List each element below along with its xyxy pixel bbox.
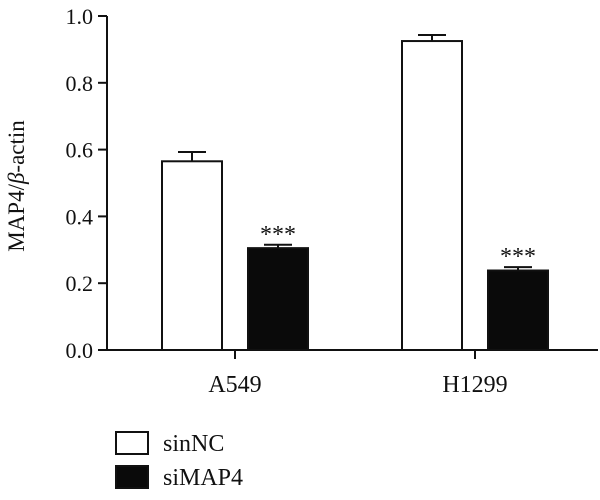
y-tick-label: 1.0 — [66, 4, 94, 29]
significance-label: *** — [500, 244, 536, 270]
y-axis-title-greek: β — [4, 172, 29, 185]
significance-label: *** — [260, 222, 296, 248]
legend-label: sinNC — [163, 431, 224, 457]
legend-swatch — [115, 465, 149, 489]
y-axis-title: MAP4/β-actin — [4, 120, 29, 252]
y-tick-label: 0.2 — [66, 271, 94, 296]
bar-simap4-a549 — [247, 247, 309, 352]
y-axis-title-suffix: -actin — [4, 120, 29, 173]
legend: sinNC siMAP4 — [115, 431, 243, 491]
y-tick-label: 0.0 — [66, 338, 94, 363]
y-axis-title-prefix: MAP4/ — [4, 183, 29, 251]
legend-swatch — [115, 431, 149, 455]
x-tick-label: A549 — [208, 372, 261, 398]
plot-area: 0.0 0.2 0.4 0.6 0.8 1.0 A549 H1299 *** *** — [66, 4, 598, 398]
x-tick-label: H1299 — [442, 372, 507, 398]
legend-label: siMAP4 — [163, 465, 243, 491]
bar-simap4-h1299 — [487, 269, 549, 351]
y-tick-label: 0.4 — [66, 204, 94, 229]
bar-sinnc-a549 — [161, 160, 223, 351]
svg-text:MAP4/β-actin: MAP4/β-actin — [4, 120, 29, 252]
y-tick-label: 0.6 — [66, 138, 94, 163]
y-tick-label: 0.8 — [66, 71, 94, 96]
bar-sinnc-h1299 — [401, 40, 463, 352]
